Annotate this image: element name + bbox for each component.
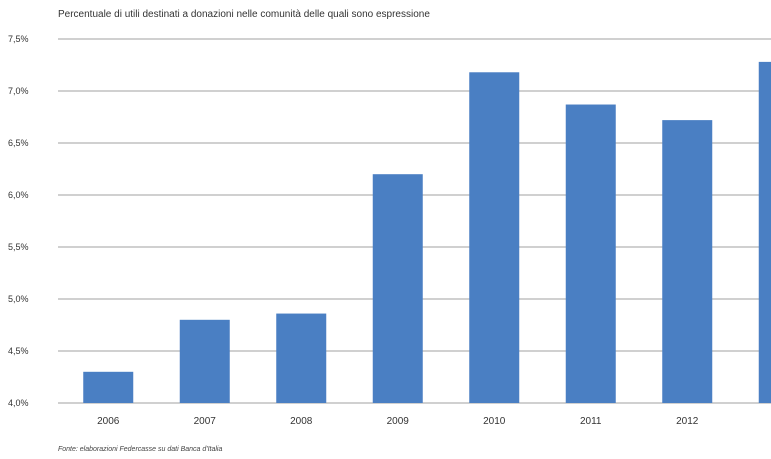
x-tick-label: 2008 [290, 416, 313, 427]
chart-title: Percentuale di utili destinati a donazio… [58, 9, 430, 20]
y-tick-label: 5,5% [8, 242, 29, 252]
bar [565, 104, 616, 404]
x-tick-label: 2009 [387, 416, 410, 427]
x-tick-label: 2012 [676, 416, 699, 427]
bar [179, 319, 230, 403]
bar [662, 120, 713, 404]
bar [469, 72, 520, 403]
x-tick-label: 2006 [97, 416, 120, 427]
x-tick-label: 2011 [580, 416, 602, 427]
y-tick-label: 5,0% [8, 294, 29, 304]
y-tick-label: 6,5% [8, 138, 29, 148]
y-tick-label: 7,5% [8, 34, 29, 44]
x-tick-label: 2007 [194, 416, 217, 427]
bar [372, 174, 423, 403]
y-tick-label: 4,0% [8, 398, 29, 408]
y-tick-label: 6,0% [8, 190, 29, 200]
y-tick-label: 4,5% [8, 346, 29, 356]
y-tick-label: 7,0% [8, 86, 29, 96]
bar [758, 61, 771, 403]
chart-source: Fonte: elaborazioni Federcasse su dati B… [58, 446, 223, 453]
bar [83, 371, 134, 403]
x-tick-label: 2010 [483, 416, 506, 427]
bar [276, 313, 327, 403]
